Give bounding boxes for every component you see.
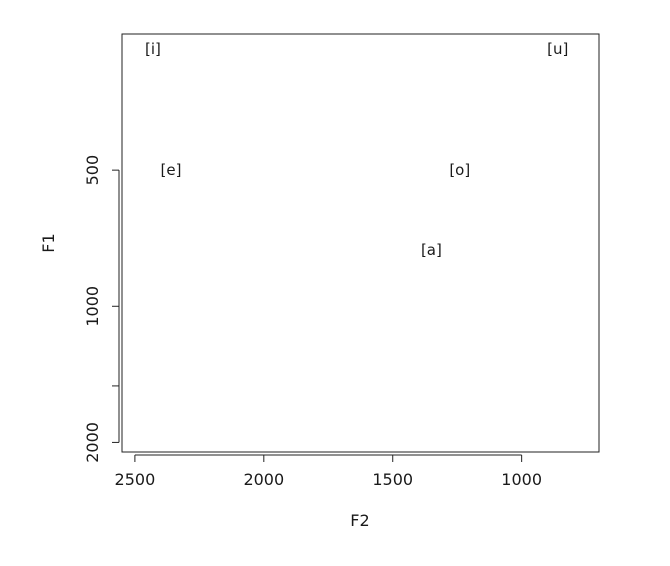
x-axis-title: F2 [350,511,369,530]
y-tick-label: 500 [83,155,102,186]
x-axis: 2500 2000 1500 1000 [115,454,542,489]
vowel-point-label: [i] [145,40,161,58]
y-tick-label: 2000 [83,422,102,463]
x-tick-label: 1000 [501,470,542,489]
vowel-point-label: [a] [421,241,442,259]
vowel-points: [i] [u] [e] [o] [a] [145,40,568,259]
y-axis-title: F1 [39,233,58,252]
y-tick-label: 1000 [83,286,102,327]
vowel-point-label: [o] [449,161,470,179]
y-axis: 500 1000 2000 [83,155,120,463]
vowel-point-label: [e] [161,161,182,179]
plot-frame [121,33,600,453]
x-tick-label: 2000 [243,470,284,489]
x-tick-label: 1500 [372,470,413,489]
vowel-point-label: [u] [547,40,568,58]
x-tick-label: 2500 [115,470,156,489]
